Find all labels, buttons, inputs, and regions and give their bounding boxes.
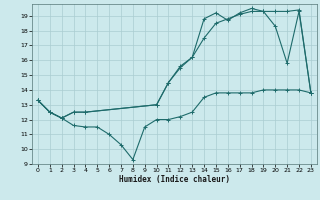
X-axis label: Humidex (Indice chaleur): Humidex (Indice chaleur) — [119, 175, 230, 184]
